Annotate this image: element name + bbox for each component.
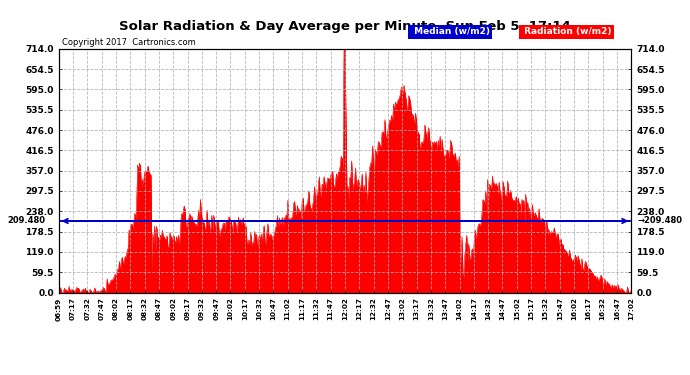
Text: Copyright 2017  Cartronics.com: Copyright 2017 Cartronics.com (62, 38, 196, 47)
Text: →209.480: →209.480 (637, 216, 682, 225)
Text: Solar Radiation & Day Average per Minute  Sun Feb 5  17:14: Solar Radiation & Day Average per Minute… (119, 20, 571, 33)
Text: Radiation (w/m2): Radiation (w/m2) (521, 27, 611, 36)
Text: 209.480: 209.480 (8, 216, 46, 225)
Text: Median (w/m2): Median (w/m2) (411, 27, 489, 36)
